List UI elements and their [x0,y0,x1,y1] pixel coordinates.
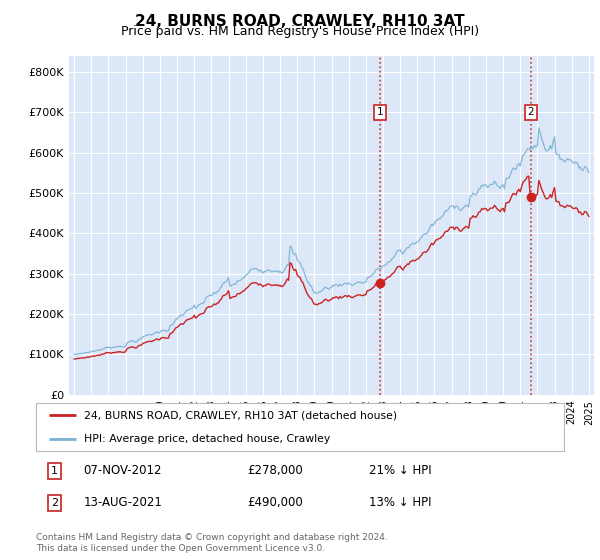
Text: 13% ↓ HPI: 13% ↓ HPI [368,496,431,509]
Text: 1: 1 [377,108,384,118]
Text: 21% ↓ HPI: 21% ↓ HPI [368,464,431,478]
Text: £278,000: £278,000 [247,464,303,478]
Text: 2: 2 [51,498,58,508]
Text: 1: 1 [51,466,58,476]
Text: 2: 2 [527,108,534,118]
Text: 13-AUG-2021: 13-AUG-2021 [83,496,163,509]
Text: 24, BURNS ROAD, CRAWLEY, RH10 3AT: 24, BURNS ROAD, CRAWLEY, RH10 3AT [135,14,465,29]
Text: Price paid vs. HM Land Registry's House Price Index (HPI): Price paid vs. HM Land Registry's House … [121,25,479,38]
Text: Contains HM Land Registry data © Crown copyright and database right 2024.
This d: Contains HM Land Registry data © Crown c… [36,533,388,553]
Text: 07-NOV-2012: 07-NOV-2012 [83,464,162,478]
Text: HPI: Average price, detached house, Crawley: HPI: Average price, detached house, Craw… [83,434,330,444]
Text: 24, BURNS ROAD, CRAWLEY, RH10 3AT (detached house): 24, BURNS ROAD, CRAWLEY, RH10 3AT (detac… [83,410,397,420]
Text: £490,000: £490,000 [247,496,303,509]
